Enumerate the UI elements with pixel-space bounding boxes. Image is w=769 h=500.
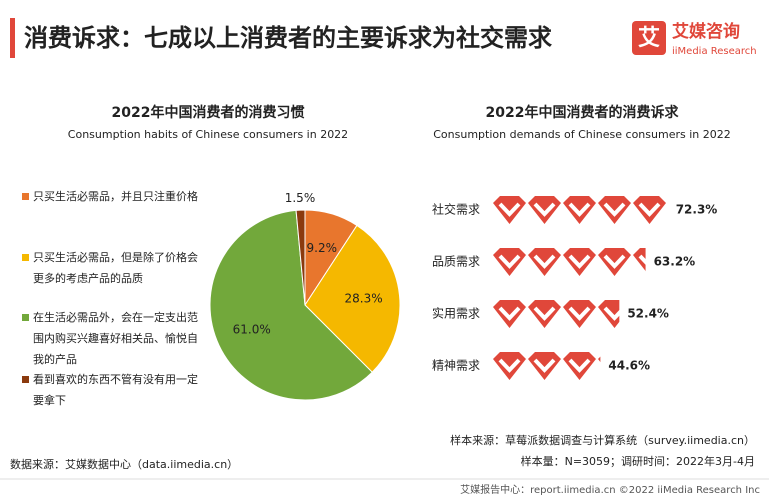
data-label: 72.3% [676, 203, 718, 217]
legend-label: 看到喜欢的东西不管有没有用一定要拿下 [33, 373, 198, 407]
chart-subtitle: Consumption demands of Chinese consumers… [433, 128, 730, 141]
legend-label: 只买生活必需品，但是除了价格会更多的考虑产品的品质 [33, 251, 198, 285]
data-source: 数据来源：艾媒数据中心（data.iimedia.cn） [10, 457, 238, 471]
sample-info: 样本量：N=3059；调研时间：2022年3月-4月 [521, 454, 755, 468]
chart-subtitle: Consumption habits of Chinese consumers … [68, 128, 348, 141]
legend-swatch [22, 376, 29, 383]
legend-swatch [22, 193, 29, 200]
pie-slice [295, 209, 306, 306]
data-label: 44.6% [608, 359, 650, 373]
sample-source: 样本来源：草莓派数据调查与计算系统（survey.iimedia.cn） [450, 433, 755, 447]
logo-box [632, 21, 666, 55]
logo-mark: 艾 [638, 26, 660, 51]
legend-label: 在生活必需品外，会在一定支出范围内购买兴趣喜好相关品、愉悦自我的产品 [33, 311, 198, 366]
pictogram-bar [492, 247, 646, 277]
data-label: 1.5% [285, 191, 316, 205]
title-bar [10, 18, 15, 58]
logo-name: 艾媒咨询 [672, 21, 740, 42]
pictogram-bar [492, 299, 620, 329]
pictogram-bar [492, 351, 601, 381]
logo-name-en: iiMedia Research [672, 46, 757, 57]
category-label: 精神需求 [432, 359, 480, 373]
chart-title: 2022年中国消费者的消费习惯 [112, 104, 305, 121]
copyright: 艾媒报告中心：report.iimedia.cn ©2022 iiMedia R… [460, 483, 760, 496]
data-label: 28.3% [345, 291, 383, 305]
legend-label: 只买生活必需品，并且只注重价格 [33, 190, 198, 203]
data-label: 63.2% [654, 255, 696, 269]
category-label: 社交需求 [432, 202, 480, 217]
page-title: 消费诉求：七成以上消费者的主要诉求为社交需求 [24, 24, 552, 52]
legend-swatch [22, 314, 29, 321]
pie-slice [209, 209, 373, 401]
data-label: 52.4% [627, 307, 669, 321]
pictogram-bar [492, 195, 668, 225]
legend-swatch [22, 254, 29, 261]
category-label: 品质需求 [432, 255, 480, 269]
chart-title: 2022年中国消费者的消费诉求 [486, 104, 680, 121]
pie-slice [304, 224, 401, 373]
data-label: 9.2% [307, 241, 338, 255]
data-label: 61.0% [233, 323, 271, 337]
category-label: 实用需求 [432, 306, 480, 321]
